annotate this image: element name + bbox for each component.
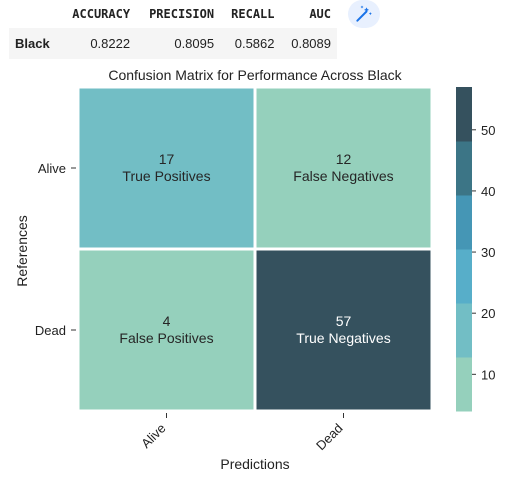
cell-value: 4 xyxy=(163,313,171,329)
cell-value: 17 xyxy=(159,151,175,167)
metrics-auc-value: 0.8089 xyxy=(280,28,337,59)
colorbar-tick-label: 40 xyxy=(481,184,495,199)
metrics-header-auc: AUC xyxy=(309,7,331,21)
metrics-header-accuracy: ACCURACY xyxy=(72,7,131,21)
magic-wand-icon xyxy=(356,5,372,22)
cell-label: False Positives xyxy=(119,330,213,346)
colorbar-segment xyxy=(456,87,472,142)
y-tick-label: Dead xyxy=(35,323,66,338)
x-tick-label: Alive xyxy=(138,421,169,452)
table-row: Black 0.8222 0.8095 0.5862 0.8089 xyxy=(9,28,337,59)
x-tick-label: Dead xyxy=(313,421,346,454)
cell-label: True Negatives xyxy=(296,330,390,346)
metrics-header-precision: PRECISION xyxy=(149,7,215,21)
y-axis-label: References xyxy=(14,215,30,287)
cell-value: 12 xyxy=(336,151,352,167)
metrics-header-recall: RECALL xyxy=(231,7,275,21)
cell-label: False Negatives xyxy=(293,168,393,184)
colorbar-segment xyxy=(456,303,472,358)
cell-label: True Positives xyxy=(122,168,210,184)
x-axis-label: Predictions xyxy=(220,456,289,472)
metrics-precision-value: 0.8095 xyxy=(136,28,221,59)
colorbar-tick-label: 10 xyxy=(481,367,495,382)
metrics-header-row: ACCURACY PRECISION RECALL AUC xyxy=(9,0,337,28)
colorbar-segment xyxy=(456,249,472,304)
metrics-row-label: Black xyxy=(9,28,60,59)
metrics-recall-value: 0.5862 xyxy=(220,28,281,59)
colorbar-tick-label: 50 xyxy=(481,123,495,138)
chart-title: Confusion Matrix for Performance Across … xyxy=(108,67,402,83)
colorbar-tick-label: 20 xyxy=(481,306,495,321)
metrics-accuracy-value: 0.8222 xyxy=(59,28,137,59)
colorbar-segment xyxy=(456,195,472,250)
metrics-table: ACCURACY PRECISION RECALL AUC Black 0.82… xyxy=(9,0,337,59)
y-tick-label: Alive xyxy=(38,161,66,176)
cell-value: 57 xyxy=(336,313,352,329)
matrix-cell xyxy=(253,247,434,413)
matrix-cell xyxy=(253,85,434,251)
suggest-chart-button[interactable] xyxy=(348,0,380,28)
colorbar-segment xyxy=(456,357,472,412)
colorbar-tick-label: 30 xyxy=(481,245,495,260)
colorbar-segment xyxy=(456,141,472,196)
